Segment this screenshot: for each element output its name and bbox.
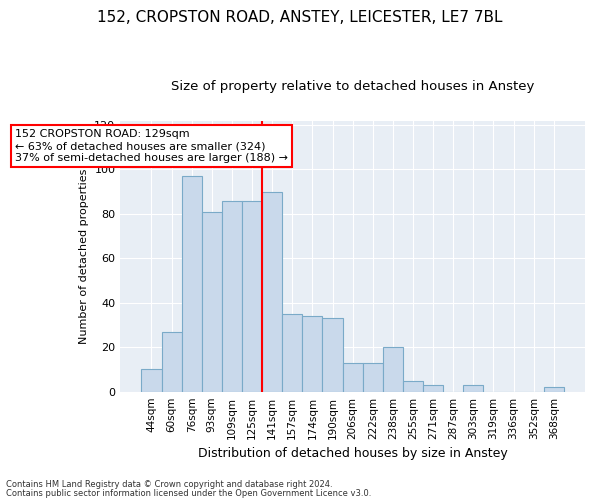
Title: Size of property relative to detached houses in Anstey: Size of property relative to detached ho… xyxy=(171,80,535,93)
Bar xyxy=(423,385,443,392)
Bar xyxy=(322,318,343,392)
Y-axis label: Number of detached properties: Number of detached properties xyxy=(79,168,89,344)
Bar xyxy=(282,314,302,392)
Bar xyxy=(161,332,182,392)
Bar xyxy=(142,370,161,392)
Bar xyxy=(544,387,564,392)
Bar xyxy=(363,363,383,392)
Bar xyxy=(302,316,322,392)
Bar xyxy=(343,363,363,392)
Bar xyxy=(182,176,202,392)
Bar xyxy=(222,200,242,392)
Bar xyxy=(242,200,262,392)
Text: 152 CROPSTON ROAD: 129sqm
← 63% of detached houses are smaller (324)
37% of semi: 152 CROPSTON ROAD: 129sqm ← 63% of detac… xyxy=(15,130,288,162)
Bar xyxy=(262,192,282,392)
Bar xyxy=(403,380,423,392)
Bar xyxy=(202,212,222,392)
X-axis label: Distribution of detached houses by size in Anstey: Distribution of detached houses by size … xyxy=(198,447,508,460)
Text: Contains public sector information licensed under the Open Government Licence v3: Contains public sector information licen… xyxy=(6,488,371,498)
Text: 152, CROPSTON ROAD, ANSTEY, LEICESTER, LE7 7BL: 152, CROPSTON ROAD, ANSTEY, LEICESTER, L… xyxy=(97,10,503,25)
Bar xyxy=(463,385,484,392)
Text: Contains HM Land Registry data © Crown copyright and database right 2024.: Contains HM Land Registry data © Crown c… xyxy=(6,480,332,489)
Bar xyxy=(383,347,403,392)
